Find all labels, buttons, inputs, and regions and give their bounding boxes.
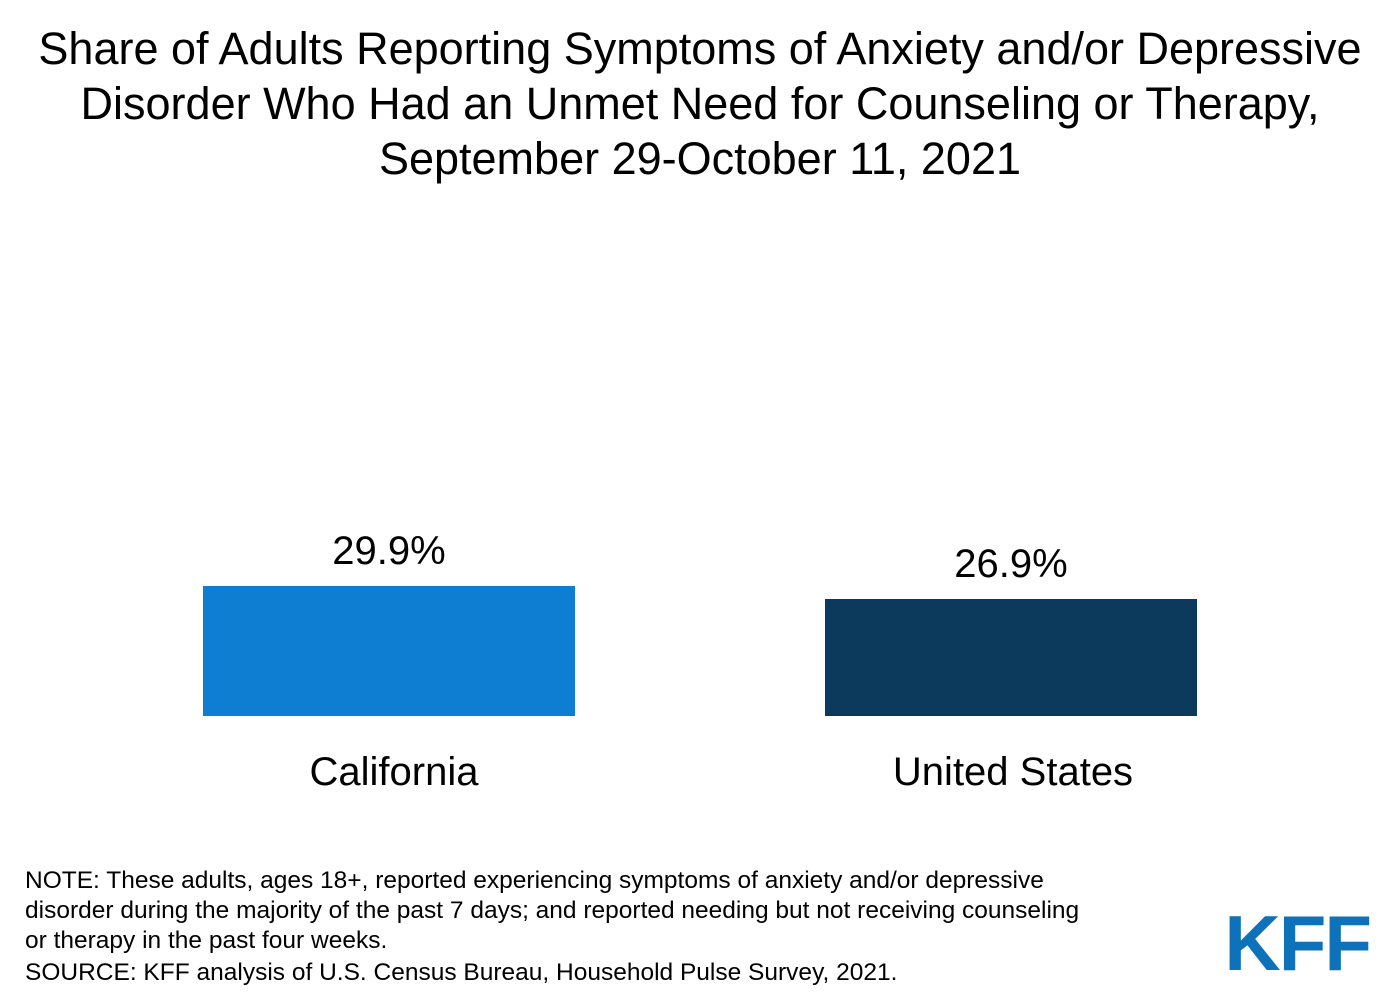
bar-united-states — [825, 599, 1197, 716]
note-text: NOTE: These adults, ages 18+, reported e… — [25, 867, 1080, 954]
chart-title: Share of Adults Reporting Symptoms of An… — [38, 23, 1362, 184]
source-text: SOURCE: KFF analysis of U.S. Census Bure… — [25, 958, 898, 986]
footnote-block: NOTE: These adults, ages 18+, reported e… — [25, 866, 1085, 988]
kff-logo: KFF — [1224, 899, 1372, 987]
category-label-united-states: United States — [892, 750, 1134, 794]
bar-value-label-united-states: 26.9% — [954, 542, 1068, 586]
bar-value-label-california: 29.9% — [332, 529, 446, 573]
bar-california — [203, 586, 575, 716]
category-label-california: California — [309, 750, 479, 794]
bar-group-united-states: 26.9% — [825, 542, 1197, 716]
bar-group-california: 29.9% — [203, 529, 575, 716]
bar-chart: 29.9% 26.9% — [0, 380, 1400, 716]
